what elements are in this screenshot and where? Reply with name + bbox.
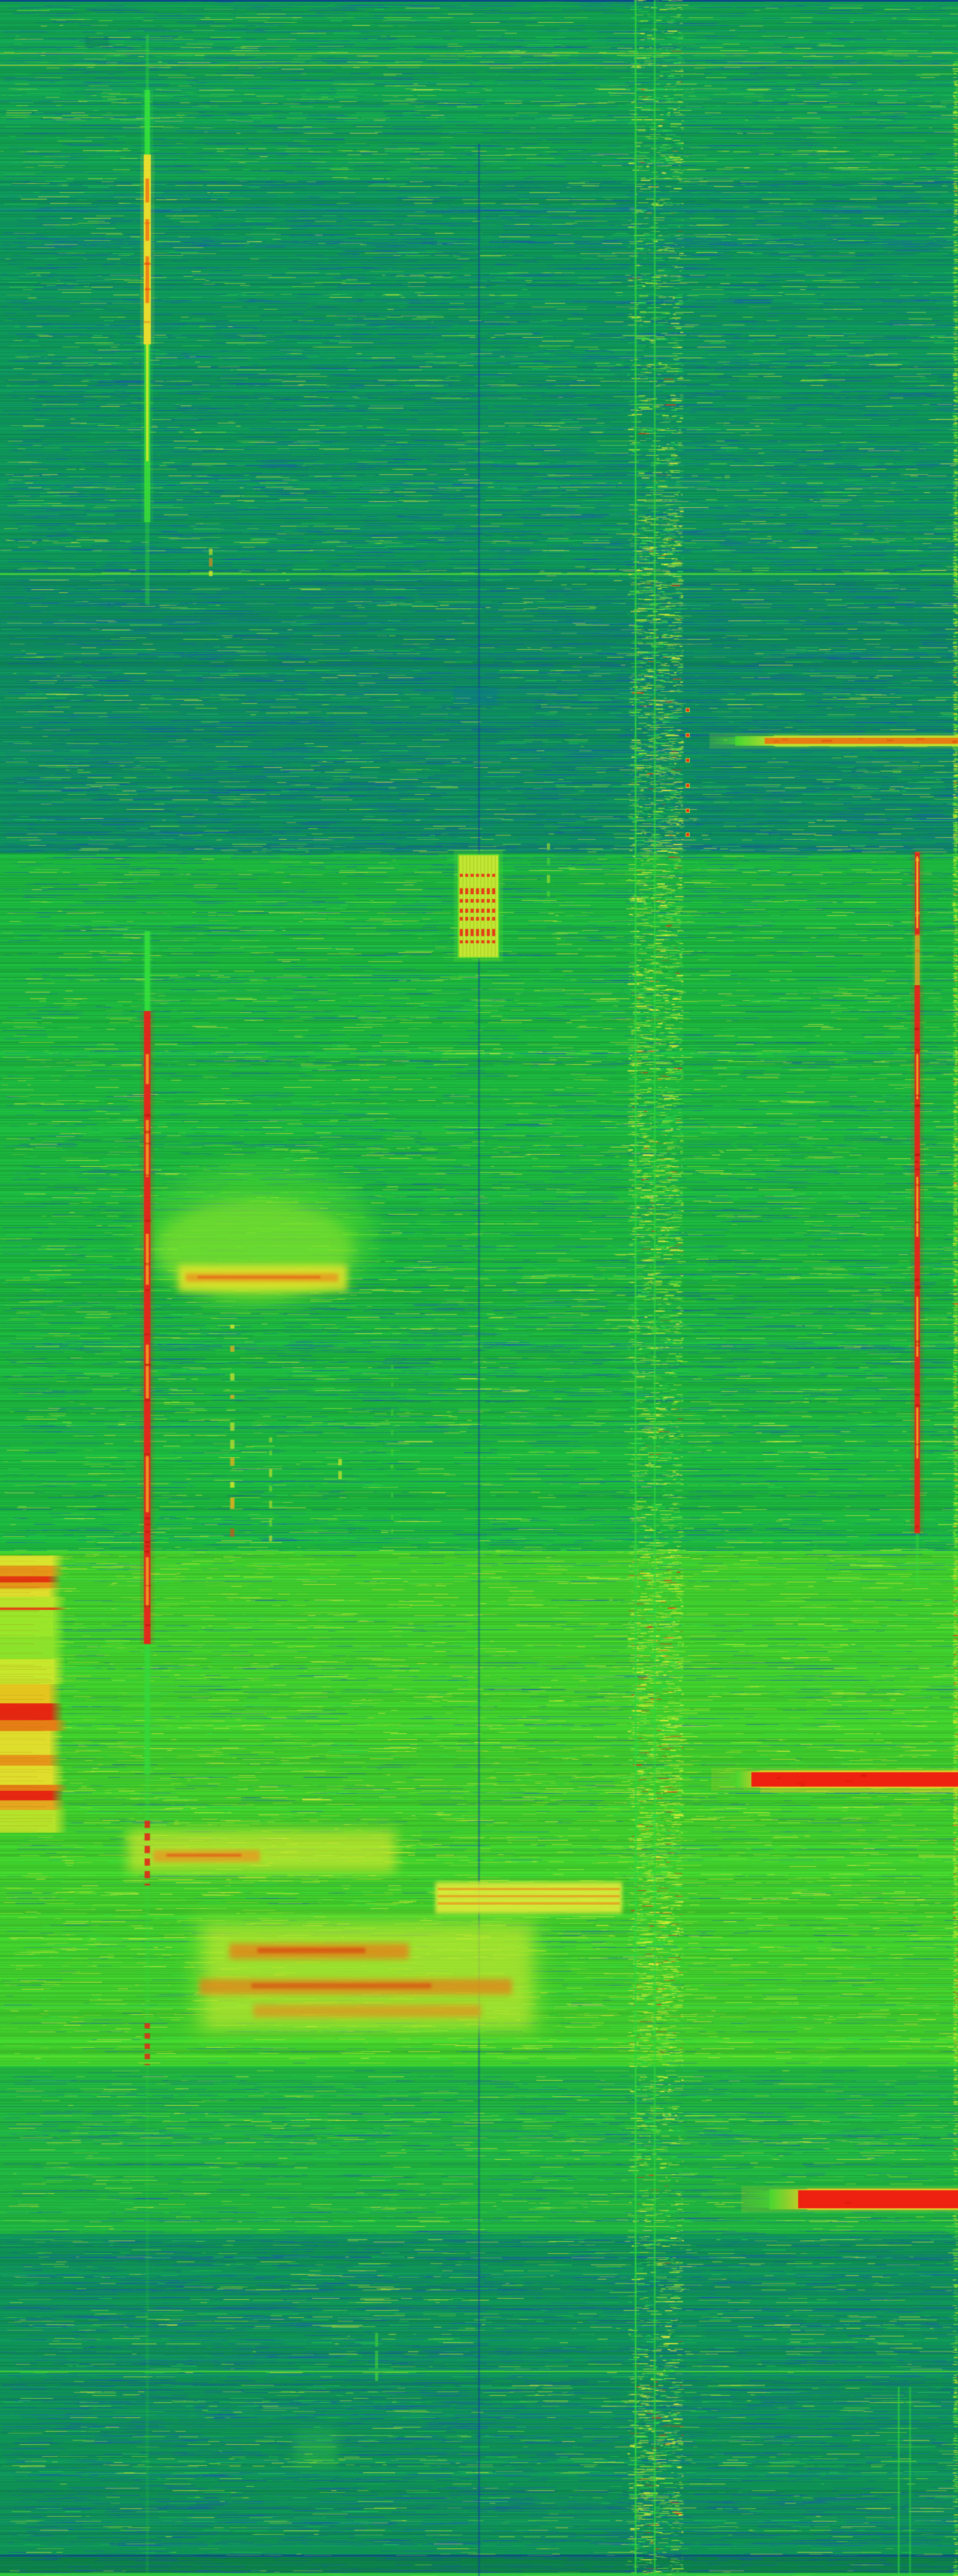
spectrogram-waterfall <box>0 0 958 2576</box>
waterfall-heatmap-canvas <box>0 0 958 2576</box>
